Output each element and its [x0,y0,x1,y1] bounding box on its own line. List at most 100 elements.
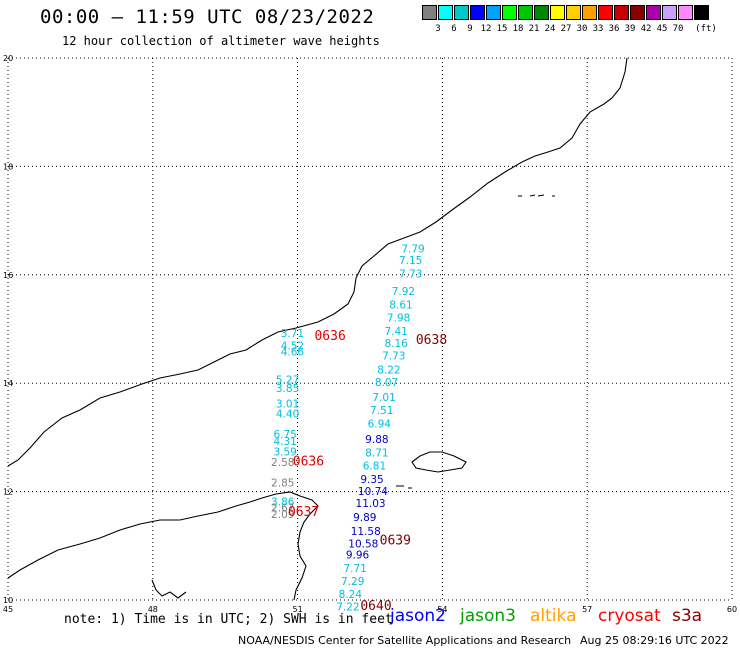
legend-swatch-label: 24 [544,24,556,34]
wave-height-label: 3.71 [281,328,304,340]
wave-height-label: 11.03 [356,498,386,510]
wave-height-label: 6.81 [363,460,386,472]
lat-tick-label: 14 [3,379,13,388]
legend-swatch [630,5,645,20]
legend-swatch-label: 21 [528,24,540,34]
wave-height-label: 8.22 [377,364,400,376]
lon-tick-label: 57 [582,605,592,614]
wave-height-label: 4.52 [281,341,304,353]
lon-tick-label: 51 [293,605,303,614]
legend-swatch-label: 27 [560,24,572,34]
wave-height-label: 7.73 [382,350,405,362]
wave-height-label: 11.58 [351,526,381,538]
credit-text: NOAA/NESDIS Center for Satellite Applica… [238,634,572,647]
wave-height-label: 7.01 [372,392,395,404]
wave-height-label: 7.79 [401,244,424,256]
satellite-legend-jason3: jason3 [460,606,516,626]
wave-height-label: 6.75 [273,429,296,441]
wave-height-label: 4.40 [276,408,299,420]
wave-height-label: 5.27 [276,375,299,387]
pass-time-label: 0640 [360,599,391,614]
legend-swatch-label: 9 [467,24,473,34]
satellite-legend-altika: altika [530,606,577,626]
island-abd-al-kuri [396,485,412,489]
legend-swatch-label: 36 [608,24,620,34]
wave-height-label: 9.96 [346,549,370,561]
legend-swatch-label: 3 [435,24,441,34]
legend-swatch-label: 6 [451,24,457,34]
pass-time-label: 0637 [288,505,319,520]
satellite-legend-cryosat: cryosat [598,606,661,626]
wave-height-label: 7.29 [341,576,364,588]
wave-height-label: 9.35 [360,474,383,486]
wave-height-label: 7.98 [387,312,410,324]
legend-swatch [502,5,517,20]
legend-swatch-label: 12 [480,24,492,34]
wave-height-label: 8.16 [384,338,408,350]
legend-swatch-label: 70 [672,24,684,34]
wave-height-label: 10.74 [358,486,388,498]
satellite-legend-s3a: s3a [672,606,703,626]
wave-height-label: 7.51 [370,405,393,417]
pass-time-label: 0636 [293,455,324,470]
wave-height-label: 7.71 [343,563,366,575]
wave-height-label: 3.86 [271,497,295,509]
legend-swatch [694,5,709,20]
legend-swatch [614,5,629,20]
legend-swatch-label: 42 [640,24,652,34]
wave-height-label: 3.85 [276,383,299,395]
wave-height-label: 7.92 [392,286,415,298]
wave-height-label: 6.94 [368,419,392,431]
wave-height-label: 9.89 [353,512,376,524]
wave-height-label: 8.71 [365,447,388,459]
legend-swatch [422,5,437,20]
wave-height-label: 2.09 [271,509,294,521]
legend-swatch-label: 30 [576,24,588,34]
wave-height-label: 8.61 [389,299,412,311]
legend-swatch [454,5,469,20]
wave-height-label: 7.73 [399,269,422,281]
lat-tick-label: 20 [3,54,13,63]
wave-height-label: 2.58 [271,457,294,469]
legend-swatch-label: 15 [496,24,508,34]
generated-timestamp: Aug 25 08:29:16 UTC 2022 [580,634,729,647]
lon-tick-label: 48 [148,605,158,614]
wave-height-label: 4.66 [281,347,305,359]
island-socotra [411,451,467,473]
coastline-africa [7,491,319,601]
lat-tick-label: 18 [3,162,13,171]
legend-swatch-label: 33 [592,24,604,34]
legend-swatch [550,5,565,20]
coastline [7,57,628,601]
legend-swatch [598,5,613,20]
legend-swatch-label: 18 [512,24,524,34]
legend-swatch [470,5,485,20]
satellite-legend-jason2: jason2 [390,606,446,626]
lat-tick-label: 12 [3,488,13,497]
legend-swatch [582,5,597,20]
wave-height-label: 2.67 [271,503,294,515]
lon-tick-label: 60 [727,605,737,614]
legend-swatch [486,5,501,20]
coastline-arabia [7,57,628,467]
legend-unit-label: (ft) [695,24,717,34]
wave-height-label: 2.85 [271,478,294,490]
legend-swatch [678,5,693,20]
wave-height-label: 7.22 [336,601,359,613]
wave-height-label: 9.88 [365,434,388,446]
legend-swatch [534,5,549,20]
pass-time-label: 0639 [380,534,411,549]
pass-time-label: 0638 [416,333,447,348]
lon-tick-label: 54 [437,605,447,614]
legend-swatch [438,5,453,20]
somalia-tip [151,579,187,599]
legend-swatch-label: 39 [624,24,636,34]
lon-tick-label: 45 [3,605,13,614]
wave-height-label: 7.15 [399,255,422,267]
pass-time-label: 0636 [314,329,345,344]
islands-kuria-muria [518,194,555,197]
wave-height-label: 4.31 [273,436,296,448]
legend-swatch-label: 45 [656,24,668,34]
